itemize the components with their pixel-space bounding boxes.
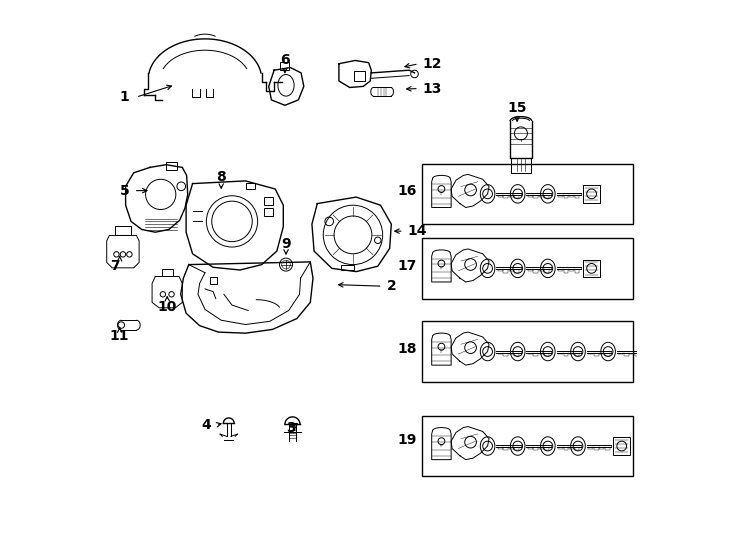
Bar — [583, 260, 600, 277]
Text: 6: 6 — [280, 53, 290, 68]
Text: 9: 9 — [281, 237, 291, 251]
Text: 8: 8 — [217, 170, 226, 184]
Text: 13: 13 — [422, 82, 441, 96]
Bar — [245, 183, 255, 189]
Bar — [166, 162, 177, 170]
Bar — [422, 164, 633, 224]
Bar — [264, 208, 272, 216]
Text: 10: 10 — [158, 300, 177, 314]
Bar — [341, 265, 354, 270]
Text: 19: 19 — [397, 433, 417, 447]
Bar — [422, 238, 633, 299]
Text: 1: 1 — [120, 90, 129, 104]
Text: 5: 5 — [120, 184, 129, 198]
Bar — [511, 158, 531, 173]
Text: 7: 7 — [110, 259, 120, 273]
Text: 2: 2 — [386, 279, 396, 293]
Bar — [583, 185, 600, 202]
Bar — [613, 437, 631, 455]
Bar — [354, 71, 365, 81]
Text: 16: 16 — [397, 184, 417, 198]
Bar — [422, 321, 633, 382]
Bar — [161, 269, 172, 276]
Bar — [264, 197, 272, 205]
Text: 14: 14 — [407, 224, 426, 238]
Text: 18: 18 — [397, 342, 417, 356]
Text: 17: 17 — [397, 259, 417, 273]
Text: 3: 3 — [286, 421, 296, 435]
Bar — [280, 62, 289, 70]
Bar — [115, 226, 131, 235]
Text: 4: 4 — [202, 418, 211, 432]
Bar — [422, 416, 633, 476]
Text: 11: 11 — [110, 329, 129, 343]
Text: 15: 15 — [507, 101, 527, 115]
Text: 12: 12 — [422, 57, 442, 71]
Bar — [211, 277, 217, 284]
